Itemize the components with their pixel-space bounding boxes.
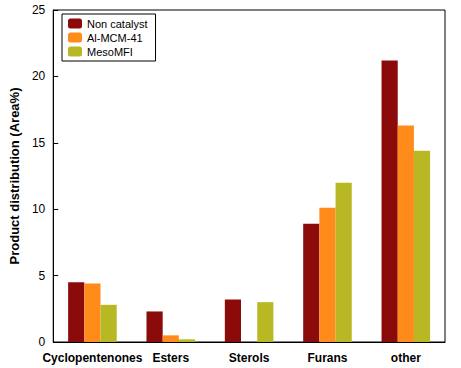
svg-text:other: other [391,351,421,365]
svg-text:Al-MCM-41: Al-MCM-41 [87,32,143,44]
svg-text:25: 25 [32,3,46,17]
svg-text:5: 5 [39,269,46,283]
svg-text:Esters: Esters [152,351,189,365]
svg-text:15: 15 [32,136,46,150]
svg-text:10: 10 [32,202,46,216]
svg-text:0: 0 [39,335,46,349]
svg-text:MesoMFI: MesoMFI [87,46,133,58]
svg-text:20: 20 [32,69,46,83]
svg-text:Sterols: Sterols [229,351,270,365]
svg-text:Furans: Furans [307,351,347,365]
svg-text:Product distribution (Area%): Product distribution (Area%) [7,88,22,265]
svg-text:Non catalyst: Non catalyst [87,18,148,30]
svg-text:Cyclopentenones: Cyclopentenones [42,351,142,365]
